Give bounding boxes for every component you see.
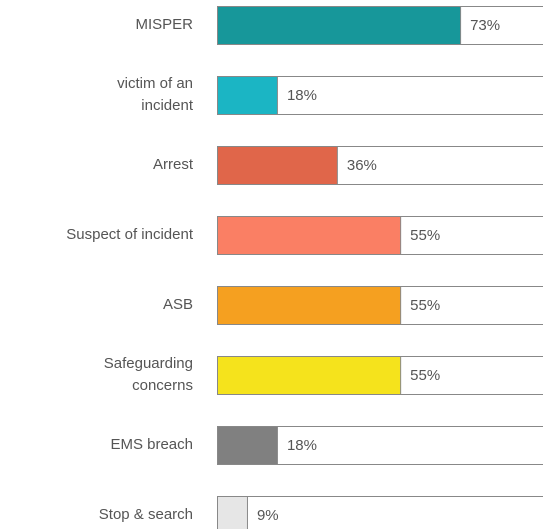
value-label: 9% — [257, 507, 279, 524]
value-label: 55% — [410, 297, 440, 314]
bar — [217, 496, 248, 529]
bar — [217, 6, 462, 45]
bar-track — [217, 496, 543, 529]
bar — [217, 426, 278, 465]
value-label: 55% — [410, 367, 440, 384]
value-label: 18% — [287, 87, 317, 104]
category-label: Arrest — [152, 156, 193, 173]
bar — [217, 286, 402, 325]
bar — [217, 146, 338, 185]
category-label: Stop & search — [98, 506, 193, 523]
value-label: 36% — [347, 157, 377, 174]
category-label: ASB — [162, 296, 193, 313]
category-label: Suspect of incident — [66, 226, 193, 243]
category-label: EMS breach — [110, 436, 193, 453]
value-label: 73% — [470, 17, 500, 34]
value-label: 18% — [287, 437, 317, 454]
bar — [217, 356, 402, 395]
category-label: Safeguarding concerns — [103, 355, 193, 394]
category-label: MISPER — [135, 16, 193, 33]
bar — [217, 76, 278, 115]
category-label: victim of an incident — [117, 75, 193, 114]
value-label: 55% — [410, 227, 440, 244]
bar — [217, 216, 402, 255]
